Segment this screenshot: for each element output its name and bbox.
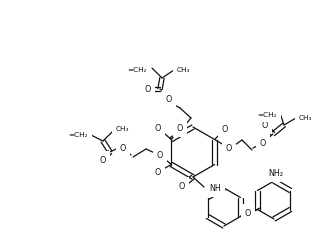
Text: O: O: [222, 124, 228, 133]
Text: =CH₂: =CH₂: [258, 112, 277, 118]
Text: O: O: [262, 121, 268, 129]
Text: O: O: [260, 138, 266, 147]
Text: =CH₂: =CH₂: [69, 132, 88, 138]
Text: O: O: [245, 208, 251, 217]
Text: NH: NH: [209, 184, 221, 192]
Text: O: O: [179, 182, 185, 190]
Text: O: O: [120, 143, 126, 152]
Text: =CH₂: =CH₂: [128, 67, 147, 73]
Text: CH₃: CH₃: [299, 115, 312, 121]
Text: O: O: [155, 168, 161, 177]
Text: O: O: [177, 124, 183, 132]
Text: O: O: [157, 150, 163, 160]
Text: NH₂: NH₂: [269, 169, 283, 178]
Text: O: O: [145, 84, 151, 94]
Text: O: O: [100, 155, 106, 165]
Text: CH₃: CH₃: [177, 67, 191, 73]
Text: CH₃: CH₃: [116, 126, 129, 132]
Text: O: O: [226, 143, 232, 152]
Text: O: O: [155, 124, 161, 132]
Text: O: O: [166, 95, 172, 104]
